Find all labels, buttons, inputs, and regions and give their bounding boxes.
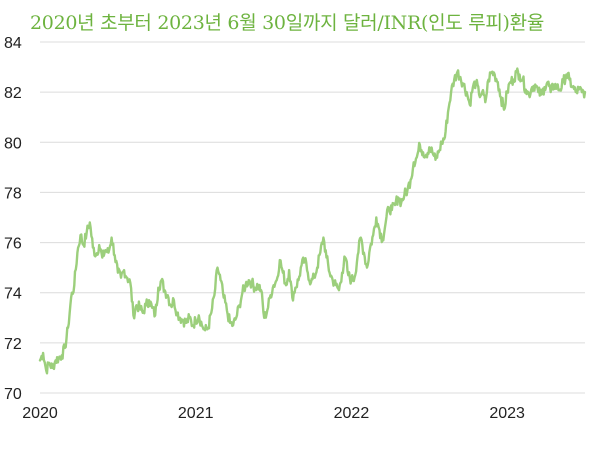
gridlines xyxy=(40,41,585,394)
y-tick-label: 74 xyxy=(4,286,22,303)
y-tick-label: 70 xyxy=(4,386,22,403)
y-tick-label: 80 xyxy=(4,135,22,152)
y-tick-label: 72 xyxy=(4,336,22,353)
y-tick-label: 78 xyxy=(4,185,22,202)
usd-inr-series-line xyxy=(38,67,587,375)
chart-title: 2020년 초부터 2023년 6월 30일까지 달러/INR(인도 루피)환율 xyxy=(30,12,545,34)
y-axis-ticks: 70 72 74 76 78 80 82 84 xyxy=(4,35,22,403)
x-tick-label: 2022 xyxy=(334,405,370,422)
x-tick-label: 2021 xyxy=(178,405,214,422)
series-layer xyxy=(38,67,587,375)
x-tick-label: 2023 xyxy=(489,405,525,422)
y-tick-label: 84 xyxy=(4,35,22,52)
y-tick-label: 76 xyxy=(4,236,22,253)
x-axis-ticks: 2020 2021 2022 2023 xyxy=(22,405,525,422)
x-tick-label: 2020 xyxy=(22,405,58,422)
y-tick-label: 82 xyxy=(4,85,22,102)
